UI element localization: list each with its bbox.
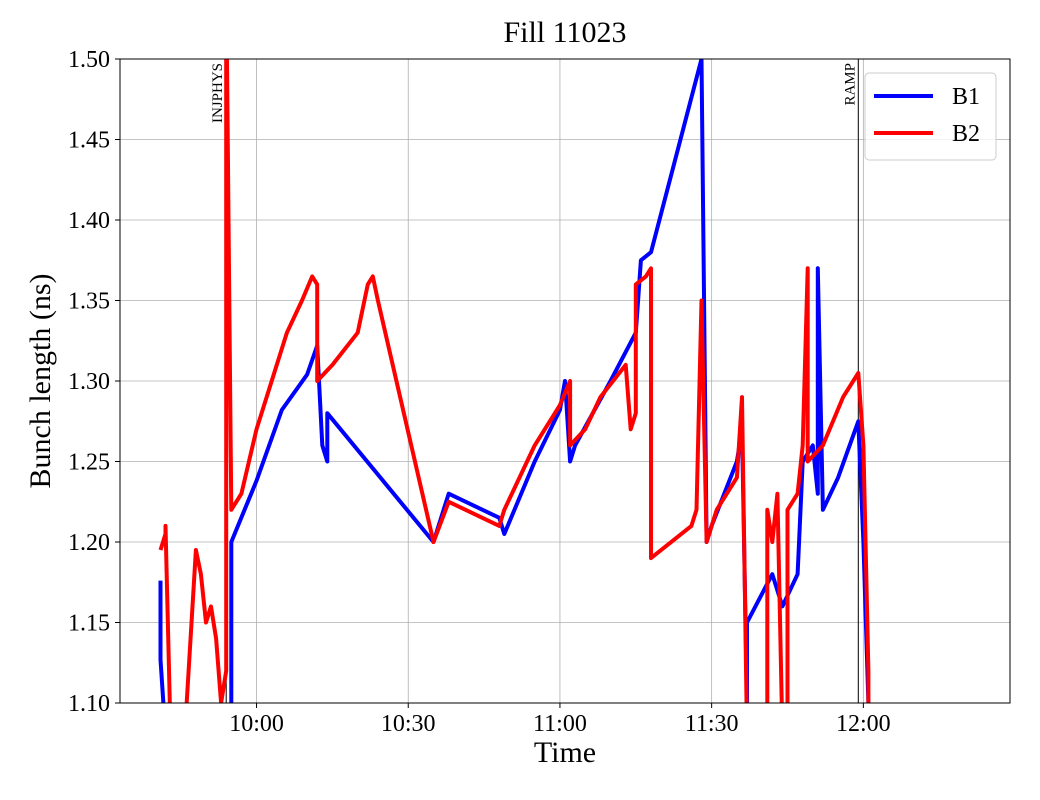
y-tick-label: 1.35 xyxy=(68,289,110,315)
plot-lines xyxy=(158,59,871,703)
y-axis-label: Bunch length (ns) xyxy=(24,274,57,489)
x-tick-label: 11:30 xyxy=(685,711,739,737)
annotation-label: RAMP xyxy=(842,63,858,106)
y-tick-label: 1.15 xyxy=(68,611,110,637)
chart-title: Fill 11023 xyxy=(503,16,626,49)
x-tick-label: 10:00 xyxy=(229,711,284,737)
x-axis-label: Time xyxy=(534,736,596,769)
y-tick-label: 1.25 xyxy=(68,450,110,476)
y-tick-label: 1.45 xyxy=(68,128,110,154)
y-tick-label: 1.30 xyxy=(68,369,110,395)
x-tick-label: 10:30 xyxy=(381,711,436,737)
plot-frame xyxy=(119,58,1011,704)
y-tick-label: 1.20 xyxy=(68,530,110,556)
y-tick-label: 1.50 xyxy=(68,47,110,73)
y-tick-label: 1.40 xyxy=(68,208,110,234)
legend-label: B2 xyxy=(952,121,980,147)
annotation-label: INJPHYS xyxy=(210,63,226,123)
y-tick-label: 1.10 xyxy=(68,691,110,717)
x-tick-label: 11:00 xyxy=(533,711,587,737)
x-tick-label: 12:00 xyxy=(836,711,891,737)
legend-label: B1 xyxy=(952,84,980,110)
series-line xyxy=(158,59,871,703)
